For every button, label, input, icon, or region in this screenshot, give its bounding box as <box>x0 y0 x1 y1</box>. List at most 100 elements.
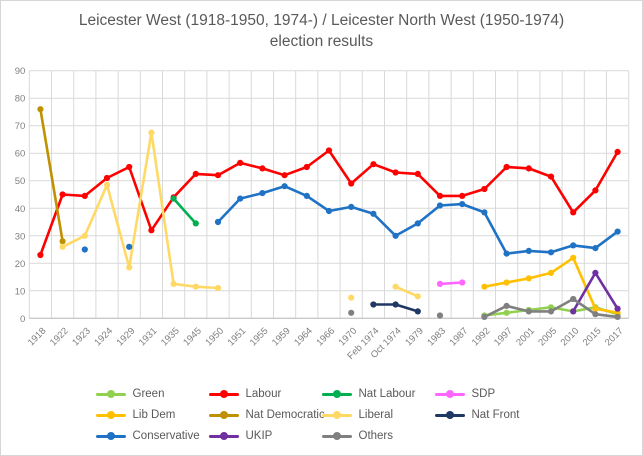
y-axis-tick-label: 70 <box>15 121 26 132</box>
legend-label: Liberal <box>358 409 394 421</box>
data-point-labour <box>525 165 532 172</box>
y-axis-tick-label: 20 <box>15 259 26 270</box>
data-point-conservative <box>81 246 88 253</box>
data-point-labour <box>503 163 510 171</box>
data-point-others <box>570 295 577 303</box>
data-point-lib-dem <box>503 279 510 286</box>
data-point-conservative <box>614 228 621 235</box>
data-point-nat-labour <box>170 195 177 202</box>
legend-item-nat-labour: Nat Labour <box>321 387 435 401</box>
data-point-others <box>547 308 555 315</box>
series-line-sdp <box>438 281 464 286</box>
x-axis-tick-label: 1918 <box>26 326 49 349</box>
x-axis-tick-label: 1931 <box>137 326 160 349</box>
data-point-ukip <box>614 305 621 312</box>
data-point-conservative <box>259 190 266 197</box>
data-point-conservative <box>481 209 488 216</box>
x-axis-tick-label: 1929 <box>115 326 138 349</box>
data-point-others <box>614 313 621 320</box>
data-point-labour <box>547 173 555 180</box>
series-nat-labour <box>170 195 199 227</box>
x-axis-tick-label: 1983 <box>425 326 448 349</box>
legend-marker-icon <box>208 409 239 421</box>
data-point-lib-dem <box>592 305 599 312</box>
data-point-labour <box>414 170 421 177</box>
legend-item-conservative: Conservative <box>95 429 209 443</box>
y-axis-tick-label: 40 <box>15 204 26 215</box>
series-line-conservative <box>216 184 619 255</box>
data-point-conservative <box>570 242 577 249</box>
data-point-liberal <box>392 283 399 290</box>
y-axis-tick-label: 90 <box>15 66 26 77</box>
legend-item-ukip: UKIP <box>208 429 322 443</box>
data-point-labour <box>614 148 621 155</box>
data-point-green <box>503 309 510 316</box>
data-point-liberal <box>103 181 111 188</box>
data-point-labour <box>81 192 88 199</box>
data-point-conservative <box>281 183 288 190</box>
data-point-labour <box>103 174 111 182</box>
x-axis-tick-label: 2017 <box>603 326 626 349</box>
data-point-conservative <box>303 192 310 199</box>
legend-marker-icon <box>434 409 465 421</box>
legend-item-lib-dem: Lib Dem <box>95 408 209 422</box>
data-point-conservative <box>348 203 355 210</box>
x-axis-tick-label: 1997 <box>492 326 515 349</box>
x-axis-tick-label: 1966 <box>314 326 337 349</box>
data-point-others <box>503 302 510 309</box>
x-axis-tick-label: 1992 <box>470 326 493 349</box>
legend-label: Conservative <box>132 430 200 442</box>
data-point-labour <box>237 159 244 166</box>
data-point-conservative <box>214 218 222 226</box>
legend-marker-icon <box>321 409 352 421</box>
series-line-liberal <box>61 131 220 290</box>
data-point-labour <box>148 227 155 234</box>
data-point-lib-dem <box>547 269 555 276</box>
series-nat-front <box>370 301 421 315</box>
series-line-liberal <box>394 285 420 298</box>
data-point-conservative <box>237 195 244 202</box>
data-point-conservative <box>392 232 399 239</box>
legend-marker-icon <box>95 388 126 400</box>
series-labour <box>37 147 621 259</box>
data-point-liberal <box>59 243 66 250</box>
data-point-liberal <box>214 284 222 292</box>
legend-item-nat-front: Nat Front <box>434 408 548 422</box>
data-point-liberal <box>192 283 199 290</box>
series-ukip <box>570 269 621 315</box>
data-point-sdp <box>459 279 466 286</box>
legend-label: Nat Front <box>471 409 520 421</box>
data-point-conservative <box>370 210 377 217</box>
data-point-conservative <box>592 245 599 252</box>
data-point-labour <box>481 185 488 193</box>
data-point-liberal <box>126 264 133 271</box>
data-point-conservative <box>525 247 532 254</box>
data-point-liberal <box>81 232 88 239</box>
chart-legend: Green Labour Nat Labour SDP Lib Dem Nat Democ… <box>95 387 548 443</box>
legend-label: SDP <box>471 388 496 400</box>
x-axis-tick-label: 2015 <box>581 326 604 349</box>
legend-label: Nat Labour <box>358 388 416 400</box>
data-point-liberal <box>348 294 355 301</box>
legend-item-nat-democratic: Nat Democratic <box>208 408 325 422</box>
chart-title: Leicester West (1918-1950, 1974-) / Leic… <box>78 12 565 51</box>
data-point-ukip <box>570 308 577 315</box>
legend-marker-icon <box>208 430 239 442</box>
x-axis-tick-label: 1987 <box>448 326 471 349</box>
legend-marker-icon <box>434 388 465 400</box>
x-axis-tick-label: 1955 <box>248 326 271 349</box>
legend-label: Lib Dem <box>132 409 176 421</box>
data-point-labour <box>348 180 355 187</box>
x-axis-tick-label: 1951 <box>226 326 249 349</box>
data-point-conservative <box>459 201 466 208</box>
data-point-nat-front <box>414 308 421 315</box>
x-axis-tick-label: 1924 <box>92 326 115 349</box>
y-axis-tick-label: 50 <box>15 176 26 187</box>
data-point-ukip <box>592 269 599 276</box>
data-point-labour <box>325 147 333 154</box>
x-axis-tick-label: 1945 <box>181 326 204 349</box>
y-axis-tick-label: 0 <box>20 314 25 325</box>
y-axis-tick-label: 30 <box>15 231 26 242</box>
data-point-liberal <box>148 129 155 136</box>
